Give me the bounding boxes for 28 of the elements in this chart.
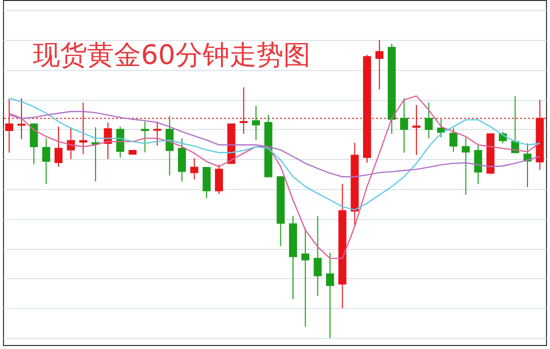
candlestick <box>178 138 186 182</box>
candlestick <box>140 121 149 153</box>
candlestick <box>202 167 211 199</box>
candlestick <box>190 158 198 180</box>
candlestick <box>412 104 420 156</box>
candlestick <box>116 126 124 158</box>
candlestick <box>326 252 334 338</box>
candlestick <box>153 121 162 146</box>
candlestick <box>166 115 174 176</box>
chart-title: 现货黄金60分钟走势图 <box>33 40 310 71</box>
candlestick <box>424 102 433 139</box>
candlestick <box>252 105 260 141</box>
candlestick <box>42 138 50 184</box>
candlestick <box>314 216 322 296</box>
candlestick <box>240 86 248 134</box>
candlestick <box>5 98 14 154</box>
candlestick <box>449 128 458 152</box>
candlestick <box>214 164 223 195</box>
candlestick <box>30 123 38 165</box>
candlestick <box>474 144 482 184</box>
candlestick <box>301 228 310 328</box>
candlestick <box>79 102 88 155</box>
candlestick <box>54 126 63 168</box>
candlestick <box>437 118 446 138</box>
candlestick <box>462 136 470 196</box>
candlestick <box>400 98 408 154</box>
candlestick <box>375 39 384 90</box>
candlestick <box>66 126 75 160</box>
